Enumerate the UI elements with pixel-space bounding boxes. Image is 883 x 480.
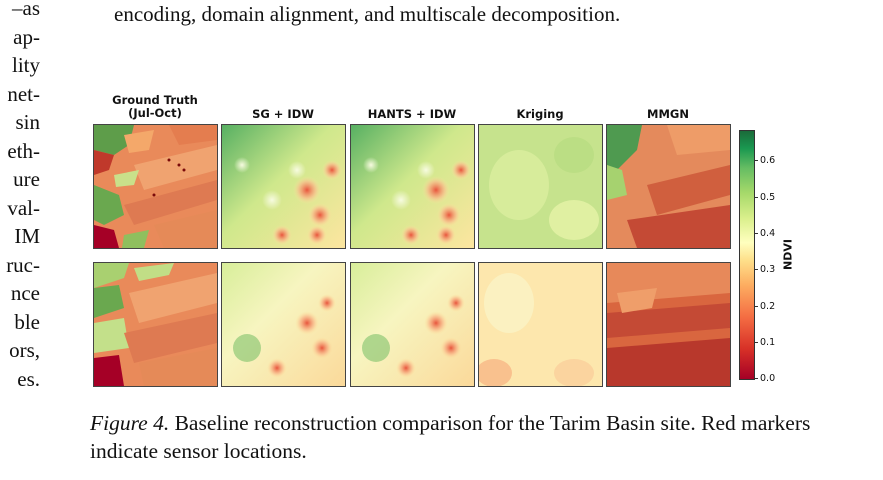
colorbar-tick-label: 0.0 [760,373,776,384]
column-title-hants-idw: HANTS + IDW [367,107,457,121]
colorbar-tick [754,197,758,198]
left-text-line: val- [7,196,40,220]
figure-label: Figure 4. [90,411,170,435]
left-text-line: ruc- [6,253,40,277]
column-title-mmgn: MMGN [647,107,689,121]
colorbar-tick-label: 0.3 [760,264,776,275]
figure-caption: Figure 4. Baseline reconstruction compar… [90,409,870,465]
colorbar-tick [754,342,758,343]
panel-sg-idw-row1 [221,124,346,249]
column-title-kriging: Kriging [516,107,564,121]
colorbar-tick-label: 0.1 [760,337,776,348]
colorbar-tick [754,233,758,234]
body-text-line: encoding, domain alignment, and multisca… [114,2,621,26]
left-text-line: eth- [7,139,40,163]
left-text-line: sin [15,110,40,134]
panel-hants-idw-row1 [350,124,475,249]
left-text-line: lity [11,53,40,77]
left-text-line: IM [14,224,40,248]
panel-mmgn-row2 [606,262,731,387]
left-text-line: ors, [9,338,40,362]
colorbar-tick [754,306,758,307]
panel-sg-idw-row2 [221,262,346,387]
left-text-line: ble [14,310,40,334]
panel-mmgn-row1 [606,124,731,249]
left-text-line: ure [13,167,40,191]
left-text-line: net- [7,82,40,106]
column-title-ground-truth: Ground Truth (Jul-Oct) [93,94,217,120]
colorbar-tick-label: 0.6 [760,155,776,166]
colorbar-label: NDVI [781,239,795,270]
ground-truth-title: Ground Truth (Jul-Oct) [112,93,198,120]
colorbar-tick [754,160,758,161]
panel-kriging-row2 [478,262,603,387]
caption-text: Baseline reconstruction comparison for t… [90,411,811,463]
left-text-line: ap- [13,25,40,49]
colorbar-tick-label: 0.4 [760,228,776,239]
left-text-line: –as [12,0,40,20]
panel-hants-idw-row2 [350,262,475,387]
colorbar [739,130,755,380]
left-column-text: –as ap- lity net- sin eth- ure val- IM r… [0,0,44,480]
column-title-sg-idw: SG + IDW [252,107,314,121]
colorbar-tick [754,269,758,270]
colorbar-tick-label: 0.2 [760,301,776,312]
panel-ground-truth-row2 [93,262,218,387]
left-text-line: es. [17,367,40,391]
left-text-line: nce [10,281,40,305]
panel-kriging-row1 [478,124,603,249]
panel-ground-truth-row1 [93,124,218,249]
colorbar-tick [754,378,758,379]
colorbar-tick-label: 0.5 [760,192,776,203]
